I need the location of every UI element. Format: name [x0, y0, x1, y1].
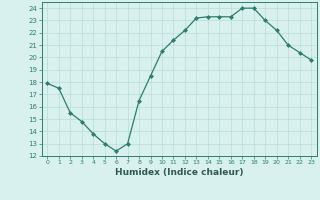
X-axis label: Humidex (Indice chaleur): Humidex (Indice chaleur)	[115, 168, 244, 177]
